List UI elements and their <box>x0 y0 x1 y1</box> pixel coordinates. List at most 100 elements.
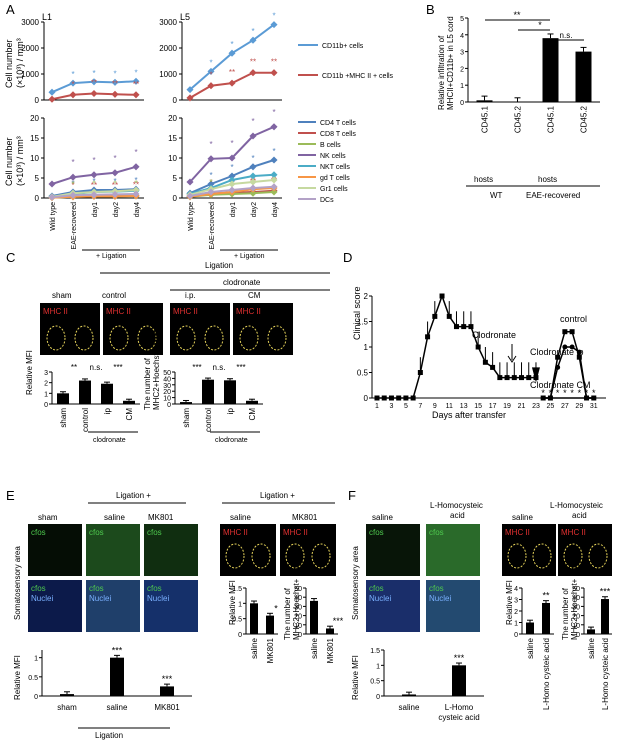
c-mfi-sig: n.s. <box>90 363 103 372</box>
a-bot-l1-point <box>111 169 119 177</box>
f-lhca-right: L-Homocysteic <box>550 501 603 510</box>
f-ylabel2: Relative MFI <box>505 580 514 625</box>
e-mfi-bar <box>250 603 258 634</box>
panel-letter-a: A <box>6 2 15 17</box>
a-top-l5-point <box>207 82 215 90</box>
a-top-l1-sig-star: * <box>71 70 74 79</box>
a-top-l5-point <box>249 69 257 77</box>
e-cfos-sig-star: *** <box>162 674 173 684</box>
b-xtick-label: CD45.2 <box>580 105 589 133</box>
a-legend-label: NKT cells <box>320 164 350 171</box>
e-count-bar <box>310 600 318 634</box>
d-point-star: * <box>541 388 545 398</box>
a-top-l1-sig-star: * <box>92 69 95 78</box>
c-img-label-ip: i.p. <box>185 291 196 300</box>
b-xtick-label: CD45.1 <box>481 105 490 133</box>
f-side: Somatosensory area <box>351 546 360 620</box>
e-ligation-plus2: Ligation + <box>260 491 295 500</box>
a-top-l1-point <box>69 79 77 87</box>
d-point <box>504 375 510 381</box>
a-ylabel-top2: (×10³) / mm³ <box>15 38 25 88</box>
e-mfi-xtick-label: MK801 <box>266 637 275 663</box>
f-ylabel: Relative MFI <box>351 655 360 700</box>
e-cfos-ytick-label: 1 <box>34 656 38 663</box>
d-point <box>432 313 438 319</box>
c-count-ytick-label: 30 <box>163 383 171 390</box>
f-cfos-xtick-label: cysteic acid <box>438 713 479 722</box>
a-bot-l5-point <box>228 154 236 162</box>
d-xtick-label: 21 <box>518 403 526 410</box>
a-bot-l1-point <box>48 193 56 201</box>
f-mfi-bar <box>526 622 534 634</box>
b-ytick-label: 5 <box>460 16 464 23</box>
f-cfos-ytick-label: 1 <box>376 663 380 670</box>
a-top-l5-point <box>228 49 236 57</box>
f-count-xtick-label: saline <box>587 637 596 658</box>
a-l5-label: L5 <box>180 12 190 22</box>
c-count-ytick-label: 10 <box>163 396 171 403</box>
a-bot-l1-sig-star: ** <box>112 181 118 190</box>
a-bot-l5-point <box>249 163 257 171</box>
a-top-l5-point <box>186 86 194 94</box>
a-bot-l1-sig-star: * <box>113 179 116 188</box>
c-roi-ellipse <box>239 325 259 351</box>
a-bot-l1-point <box>48 180 56 188</box>
f-count-ytick-label: 50 <box>572 586 580 593</box>
a-top-l1-ytick-label: 2000 <box>21 44 39 53</box>
f-mhc-label: MHC II <box>505 528 530 537</box>
a-bot-l1-sig-star: * <box>71 179 74 188</box>
a-bot-l1-xtick-label: day2 <box>113 202 120 217</box>
c-count-xtick-label: CM <box>248 408 257 421</box>
c-mfi-xtick-label: ip <box>103 407 112 414</box>
a-bot-l5-xtick-label: EAE-recovered <box>209 202 216 250</box>
e-mhc-label: MHC II <box>223 528 248 537</box>
b-ylabel2: MHCII+CD11b+ in L5 cord <box>446 16 455 110</box>
a-bot-l1-ytick-label: 15 <box>30 134 39 143</box>
e-count-ytick-label: 0 <box>298 632 302 639</box>
c-img-label-cm: CM <box>248 291 261 300</box>
a-bot-l5-sig-star: * <box>251 117 254 126</box>
d-ytick-label: 1 <box>364 343 369 352</box>
f-count-ytick-label: 0 <box>576 632 580 639</box>
e-count-ytick-label: 30 <box>294 604 302 611</box>
a-top-l1-ytick-label: 0 <box>35 96 40 105</box>
a-bot-l5-sig-star: * <box>209 171 212 180</box>
d-point <box>576 354 582 360</box>
f-count-ytick-label: 10 <box>572 623 580 630</box>
a-top-l1-point <box>48 95 56 103</box>
f-img-nuc-lhca-label2: Nuclei <box>429 594 451 603</box>
a-ylabel-top: Cell number <box>4 39 14 88</box>
c-mfi-xtick-label: control <box>81 408 90 432</box>
e-mhc-label: MHC II <box>283 528 308 537</box>
a-top-l1-point <box>132 91 140 99</box>
a-top-l5-ytick-label: 3000 <box>159 18 177 27</box>
f-img-cfos-lhca-label: cfos <box>429 528 444 537</box>
e-mfi-bar <box>266 615 274 634</box>
c-images: MHC II MHC II MHC II MHC II <box>40 303 293 355</box>
e-img-cfos-mk801 <box>144 524 198 576</box>
a-top-l5-sig-star: * <box>251 27 254 36</box>
f-mhc-image-saline <box>502 524 556 576</box>
c-count-bar <box>180 402 192 404</box>
f-img-nuc-lhca-label: cfos <box>429 584 444 593</box>
e-mfi-ytick-label: 0 <box>238 632 242 639</box>
e-img-nuc-saline <box>86 580 140 632</box>
a-bot-l1-point <box>111 190 119 198</box>
a-legend-label: DCs <box>320 197 334 204</box>
panel-letter-f: F <box>348 488 356 503</box>
c-ylabel2b: MHC2+Hoechst+ cells <box>152 330 161 410</box>
a-top-l5-sig-star: * <box>209 71 212 80</box>
f-img-nuc-saline <box>366 580 420 632</box>
e-img-nuc-mk801-label2: Nuclei <box>147 594 169 603</box>
a-bot-l1-xtick-label: day4 <box>134 202 141 217</box>
d-treatment-arrow <box>531 367 540 383</box>
c-count-bar <box>202 379 214 404</box>
b-xtick-label: CD45.2 <box>514 105 523 133</box>
f-count-sig-star: *** <box>600 587 611 597</box>
e-ligation: Ligation <box>95 731 123 740</box>
a-legend-label: CD11b+ cells <box>322 43 364 50</box>
e-mfi-ytick-label: 1 <box>238 601 242 608</box>
d-xtick-label: 29 <box>575 403 583 410</box>
